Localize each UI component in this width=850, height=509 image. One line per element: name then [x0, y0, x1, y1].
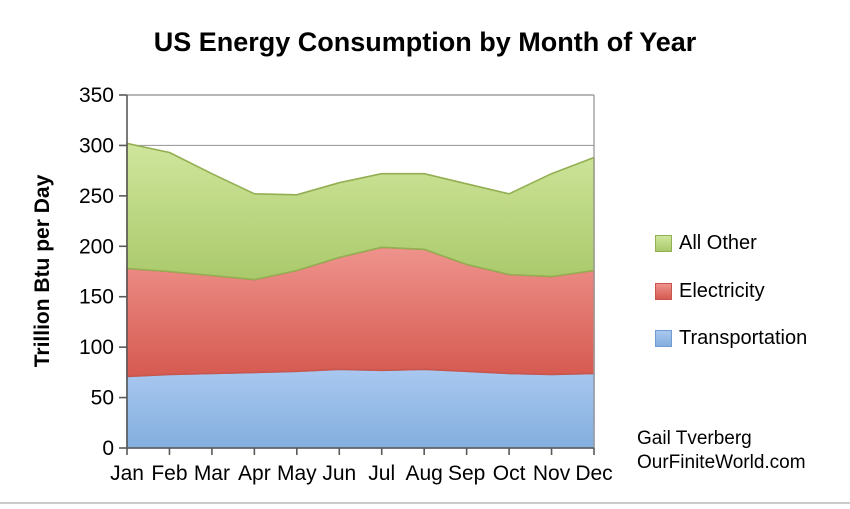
x-tick-label-sep: Sep [448, 462, 485, 485]
legend-label-transportation: Transportation [679, 327, 808, 349]
legend-item-transportation: Transportation [655, 327, 807, 350]
x-tick-label-may: May [277, 462, 317, 485]
y-tick-label-100: 100 [79, 336, 114, 359]
legend-swatch-all-other [655, 235, 672, 252]
x-tick-label-nov: Nov [533, 462, 571, 485]
bottom-divider [0, 502, 850, 504]
y-tick-label-200: 200 [79, 235, 114, 258]
area-transportation [126, 368, 595, 449]
y-tick-label-50: 50 [91, 387, 114, 410]
attribution-site: OurFiniteWorld.com [637, 452, 806, 473]
attribution-author: Gail Tverberg [637, 428, 752, 449]
x-tick-label-feb: Feb [151, 462, 187, 485]
y-tick-label-300: 300 [79, 134, 114, 157]
legend-label-all-other: All Other [679, 232, 757, 254]
x-tick-label-jan: Jan [110, 462, 144, 485]
x-tick-label-dec: Dec [575, 462, 612, 485]
y-tick-label-150: 150 [79, 286, 114, 309]
attribution: Gail Tverberg OurFiniteWorld.com [637, 427, 806, 475]
x-tick-label-aug: Aug [405, 462, 442, 485]
x-tick-label-mar: Mar [194, 462, 230, 485]
legend-item-electricity: Electricity [655, 280, 765, 303]
y-tick-label-250: 250 [79, 185, 114, 208]
legend-label-electricity: Electricity [679, 280, 765, 302]
chart-title: US Energy Consumption by Month of Year [153, 27, 697, 57]
legend-item-all-other: All Other [655, 232, 757, 255]
y-tick-label-350: 350 [79, 84, 114, 107]
x-tick-label-oct: Oct [493, 462, 526, 485]
y-tick-label-0: 0 [102, 437, 114, 460]
x-tick-label-jul: Jul [368, 462, 395, 485]
x-tick-label-jun: Jun [322, 462, 356, 485]
legend-swatch-transportation [655, 330, 672, 347]
legend-swatch-electricity [655, 283, 672, 300]
x-tick-label-apr: Apr [238, 462, 271, 485]
